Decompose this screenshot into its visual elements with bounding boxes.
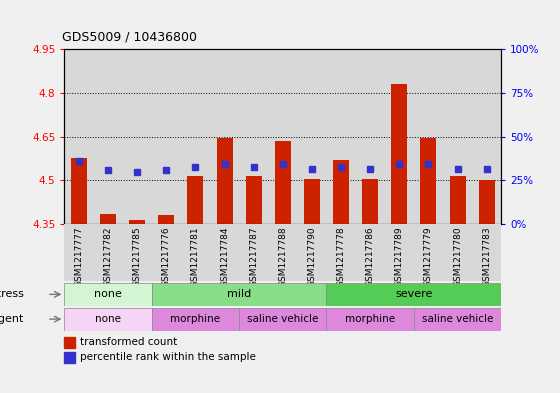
Bar — [152, 49, 181, 224]
Bar — [246, 176, 262, 224]
Text: transformed count: transformed count — [80, 337, 177, 347]
Bar — [64, 283, 152, 306]
Bar — [268, 49, 297, 224]
Text: GSM1217778: GSM1217778 — [337, 226, 346, 287]
Bar — [94, 224, 123, 281]
Bar — [479, 180, 494, 224]
Text: none: none — [95, 314, 121, 324]
Text: GSM1217785: GSM1217785 — [133, 226, 142, 287]
Text: GSM1217776: GSM1217776 — [162, 226, 171, 287]
Bar — [391, 84, 407, 224]
Text: GSM1217786: GSM1217786 — [366, 226, 375, 287]
Bar — [123, 49, 152, 224]
Bar — [129, 220, 145, 224]
Bar — [443, 49, 472, 224]
Bar — [123, 224, 152, 281]
Bar — [152, 308, 239, 331]
Text: none: none — [94, 289, 122, 299]
Text: GSM1217790: GSM1217790 — [307, 226, 316, 287]
Bar — [450, 176, 465, 224]
Bar — [64, 352, 75, 362]
Bar — [414, 308, 501, 331]
Bar — [333, 160, 349, 224]
Text: morphine: morphine — [170, 314, 221, 324]
Bar — [472, 224, 501, 281]
Bar — [326, 49, 356, 224]
Bar — [210, 49, 239, 224]
Text: GSM1217787: GSM1217787 — [249, 226, 258, 287]
Bar — [326, 308, 414, 331]
Text: GSM1217784: GSM1217784 — [220, 226, 229, 287]
Text: GSM1217779: GSM1217779 — [424, 226, 433, 287]
Bar — [210, 224, 239, 281]
Bar — [414, 49, 443, 224]
Text: saline vehicle: saline vehicle — [422, 314, 493, 324]
Bar — [326, 224, 356, 281]
Text: GSM1217777: GSM1217777 — [74, 226, 83, 287]
Text: GSM1217780: GSM1217780 — [453, 226, 462, 287]
Bar — [64, 224, 94, 281]
Text: GSM1217789: GSM1217789 — [395, 226, 404, 287]
Text: saline vehicle: saline vehicle — [247, 314, 319, 324]
Bar — [64, 308, 152, 331]
Text: GSM1217788: GSM1217788 — [278, 226, 287, 287]
Bar — [239, 224, 268, 281]
Bar — [152, 283, 326, 306]
Bar — [239, 49, 268, 224]
Bar — [275, 141, 291, 224]
Text: GSM1217782: GSM1217782 — [104, 226, 113, 287]
Bar — [64, 49, 94, 224]
Bar — [443, 224, 472, 281]
Text: severe: severe — [395, 289, 432, 299]
Bar — [268, 224, 297, 281]
Bar — [158, 215, 174, 224]
Bar — [181, 224, 210, 281]
Text: GSM1217783: GSM1217783 — [482, 226, 491, 287]
Bar — [217, 138, 232, 224]
Bar — [152, 224, 181, 281]
Bar — [362, 179, 378, 224]
Bar — [414, 224, 443, 281]
Bar — [326, 283, 501, 306]
Text: mild: mild — [227, 289, 251, 299]
Bar — [356, 49, 385, 224]
Text: GDS5009 / 10436800: GDS5009 / 10436800 — [62, 30, 197, 43]
Text: percentile rank within the sample: percentile rank within the sample — [80, 352, 255, 362]
Text: stress: stress — [0, 289, 24, 299]
Bar — [304, 179, 320, 224]
Bar — [385, 224, 414, 281]
Text: agent: agent — [0, 314, 24, 324]
Bar — [472, 49, 501, 224]
Bar — [100, 214, 116, 224]
Text: GSM1217781: GSM1217781 — [191, 226, 200, 287]
Bar — [297, 224, 326, 281]
Bar — [421, 138, 436, 224]
Bar — [181, 49, 210, 224]
Bar — [385, 49, 414, 224]
Bar — [71, 158, 87, 224]
Text: morphine: morphine — [345, 314, 395, 324]
Bar — [239, 308, 326, 331]
Bar — [94, 49, 123, 224]
Bar — [356, 224, 385, 281]
Bar — [297, 49, 326, 224]
Bar — [64, 337, 75, 347]
Bar — [188, 176, 203, 224]
